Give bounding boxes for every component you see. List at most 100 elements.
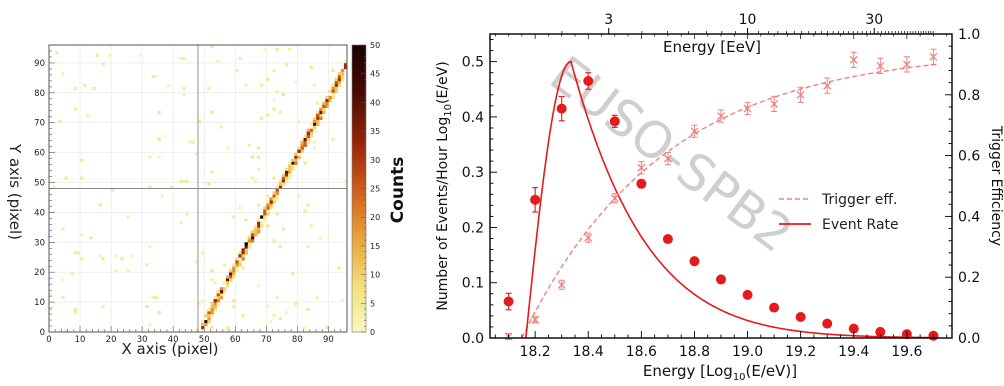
heatmap-cell xyxy=(278,179,283,183)
heatmap-cell xyxy=(151,296,155,300)
heatmap-cell xyxy=(275,188,280,192)
heatmap-cell xyxy=(256,230,261,234)
heatmap-cell xyxy=(185,179,189,183)
colorbar-tick-label: 50 xyxy=(370,41,380,50)
heatmap-cell xyxy=(272,200,276,204)
heatmap-cell xyxy=(191,140,195,144)
energy-x-tick-label: 18.4 xyxy=(573,344,604,360)
heatmap-cell xyxy=(260,83,264,87)
heatmap-cell xyxy=(80,176,84,180)
heatmap-cell xyxy=(179,221,183,225)
heatmap-cell xyxy=(281,176,286,180)
data-points xyxy=(503,48,939,341)
heatmap-cell xyxy=(201,323,205,327)
heatmap-cell xyxy=(269,206,273,210)
heatmap-cell xyxy=(340,71,345,76)
heatmap-cell xyxy=(98,203,102,207)
heatmap-cell xyxy=(229,269,233,273)
heatmap-cell xyxy=(278,317,282,321)
heatmap-cell xyxy=(229,275,233,279)
heatmap-cell xyxy=(309,224,313,228)
heatmap-cell xyxy=(204,323,208,327)
heatmap-cell xyxy=(325,95,329,100)
heatmap-cell xyxy=(325,98,329,103)
heatmap-cell xyxy=(256,218,261,222)
heatmap-cell xyxy=(238,254,242,258)
trigger-eff-point xyxy=(796,90,805,99)
energy-y-tick-label: 0.4 xyxy=(462,110,484,126)
heatmap-cell xyxy=(266,305,270,309)
legend: Trigger eff. Event Rate xyxy=(779,192,899,233)
trigger-eff-fit-curve xyxy=(521,63,937,339)
heatmap-cell xyxy=(294,158,298,162)
heatmap-cell xyxy=(294,161,298,165)
heatmap-y-tick-label: 80 xyxy=(34,89,45,99)
heatmap-cell xyxy=(148,155,152,159)
heatmap-cell xyxy=(256,284,261,288)
x-label-post: (E/eV)] xyxy=(746,362,798,380)
heatmap-cell xyxy=(73,311,77,315)
y-label-sub: 10 xyxy=(443,104,454,117)
heatmap-cell xyxy=(337,71,342,76)
eev-top-tick-label: 3 xyxy=(604,12,613,28)
heatmap-cell xyxy=(225,326,230,330)
heatmap-x-tick-label: 90 xyxy=(323,335,334,345)
heatmap-cell xyxy=(312,83,316,87)
heatmap-x-tick-label: 0 xyxy=(46,335,51,345)
heatmap-crosshair xyxy=(49,45,347,332)
heatmap-cell xyxy=(216,59,220,63)
heatmap-cell xyxy=(222,263,226,267)
heatmap-cell xyxy=(201,320,205,324)
legend-label-trigger-eff: Trigger eff. xyxy=(821,192,897,208)
heatmap-cell xyxy=(337,74,342,79)
heatmap-cell xyxy=(325,326,329,330)
heatmap-cell xyxy=(232,263,236,267)
event-rate-point xyxy=(556,103,567,114)
heatmap-cell xyxy=(297,146,301,150)
heatmap-cell xyxy=(294,80,298,84)
heatmap-cell xyxy=(291,272,295,276)
heatmap-cell xyxy=(210,305,214,309)
heatmap-cell xyxy=(86,113,90,117)
energy-chart: EUSO-SPB2 18.2 18.4 18.6 18.8 19.0 19.2 19.4 19… xyxy=(435,12,1004,383)
heatmap-cell xyxy=(201,299,205,303)
events-y-label: Number of Events/Hour Log10(E/eV) xyxy=(435,61,454,310)
heatmap-cell xyxy=(55,50,59,54)
heatmap-cell xyxy=(253,230,258,234)
heatmap-cell xyxy=(229,278,233,282)
event-rate-point xyxy=(662,234,673,245)
colorbar-tick-label: 20 xyxy=(370,213,380,222)
heatmap-cell xyxy=(337,80,342,85)
heatmap-cell xyxy=(291,158,295,162)
heatmap-cell xyxy=(244,251,248,255)
heatmap-cell xyxy=(272,314,276,318)
heatmap-cell xyxy=(315,122,320,127)
heatmap-cell xyxy=(334,89,338,94)
heatmap-cell xyxy=(291,161,295,165)
heatmap-cell xyxy=(334,80,338,85)
eev-top-tick-label: 10 xyxy=(739,12,757,28)
heatmap-cell xyxy=(260,221,264,225)
heatmap-cell xyxy=(278,110,282,114)
y-label-post: (E/eV) xyxy=(435,61,451,104)
heatmap-cell xyxy=(275,212,279,216)
heatmap-cell xyxy=(235,68,239,72)
heatmap-cell xyxy=(210,302,214,306)
heatmap-cell xyxy=(340,68,345,73)
heatmap-cell xyxy=(73,251,77,255)
trigger-eff-point xyxy=(849,55,858,64)
heatmap-cell xyxy=(219,293,224,297)
event-rate-point xyxy=(609,116,620,127)
heatmap-cell xyxy=(288,170,292,174)
heatmap-cell xyxy=(294,302,298,306)
heatmap-cell xyxy=(114,254,118,258)
energy-y-tick-label: 0.5 xyxy=(462,55,484,71)
heatmap-x-label: X axis (pixel) xyxy=(121,340,218,358)
heatmap-cell xyxy=(319,113,323,118)
heatmap-cell xyxy=(266,206,270,210)
heatmap-cell xyxy=(303,161,307,165)
heatmap-cell xyxy=(216,299,221,303)
heatmap-y-tick-label: 50 xyxy=(34,179,45,189)
colorbar-tick-label: 35 xyxy=(370,127,380,136)
heatmap-cell xyxy=(288,47,292,51)
